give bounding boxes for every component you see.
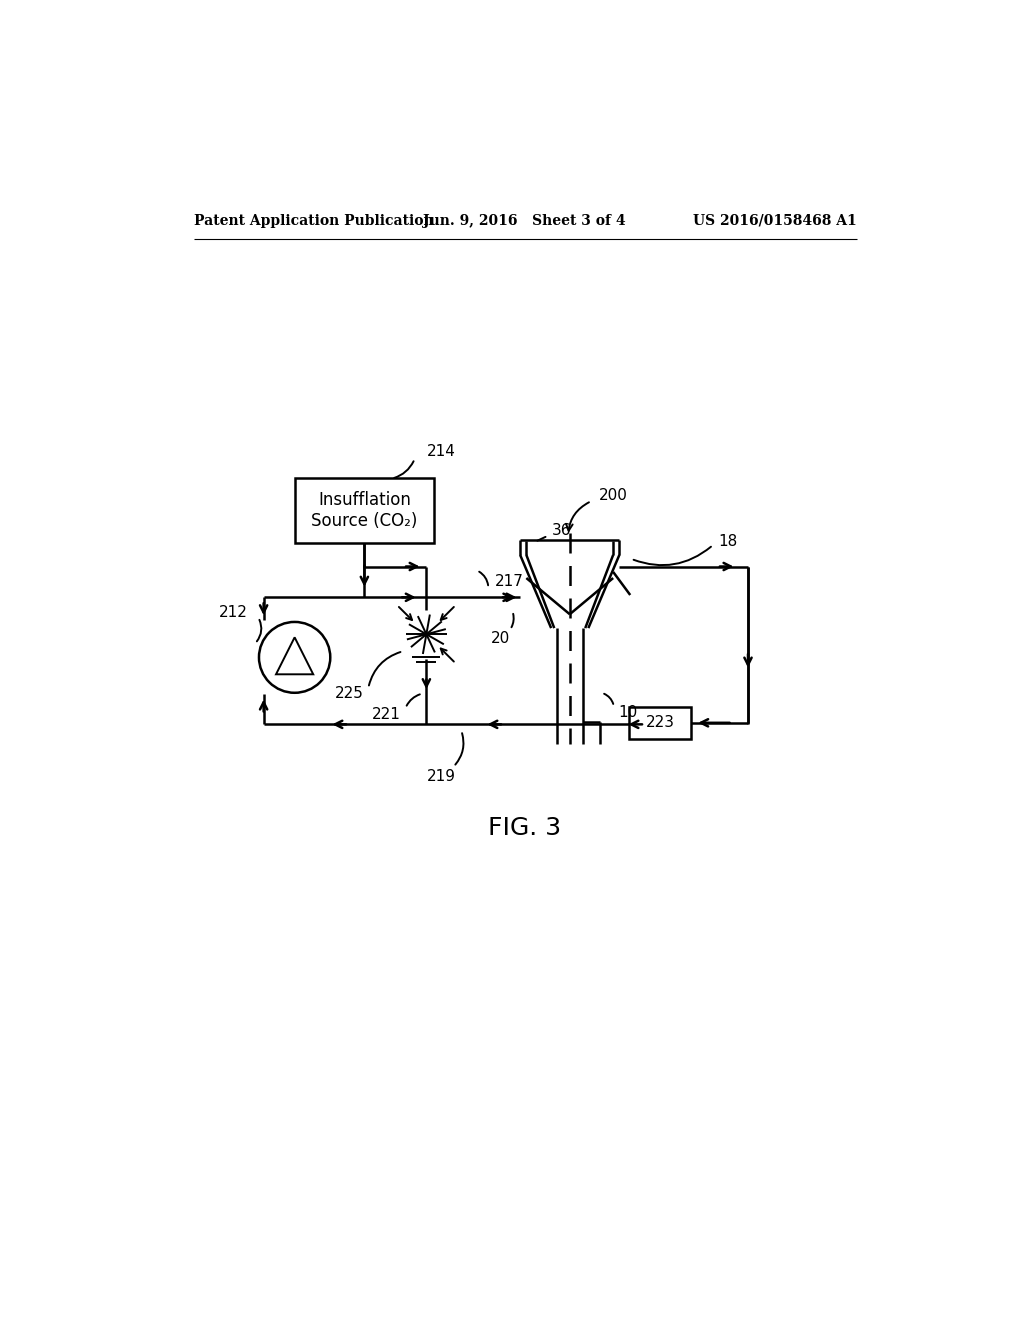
Text: 225: 225 xyxy=(335,686,364,701)
FancyBboxPatch shape xyxy=(630,706,691,739)
FancyBboxPatch shape xyxy=(295,478,434,544)
Text: US 2016/0158468 A1: US 2016/0158468 A1 xyxy=(693,214,856,228)
Circle shape xyxy=(259,622,331,693)
Text: 219: 219 xyxy=(427,770,457,784)
Text: 214: 214 xyxy=(426,444,456,458)
Text: Patent Application Publication: Patent Application Publication xyxy=(194,214,433,228)
Text: 200: 200 xyxy=(599,488,628,503)
Text: 221: 221 xyxy=(372,706,400,722)
Text: 18: 18 xyxy=(719,533,738,549)
Text: Source (CO₂): Source (CO₂) xyxy=(311,512,418,531)
Text: 36: 36 xyxy=(552,523,571,537)
Text: 217: 217 xyxy=(495,574,523,590)
Text: 223: 223 xyxy=(646,715,675,730)
Text: 212: 212 xyxy=(219,605,248,620)
Text: Insufflation: Insufflation xyxy=(317,491,411,510)
Text: FIG. 3: FIG. 3 xyxy=(488,816,561,841)
Text: 10: 10 xyxy=(618,705,638,721)
Text: 20: 20 xyxy=(492,631,510,645)
Text: Jun. 9, 2016   Sheet 3 of 4: Jun. 9, 2016 Sheet 3 of 4 xyxy=(424,214,626,228)
